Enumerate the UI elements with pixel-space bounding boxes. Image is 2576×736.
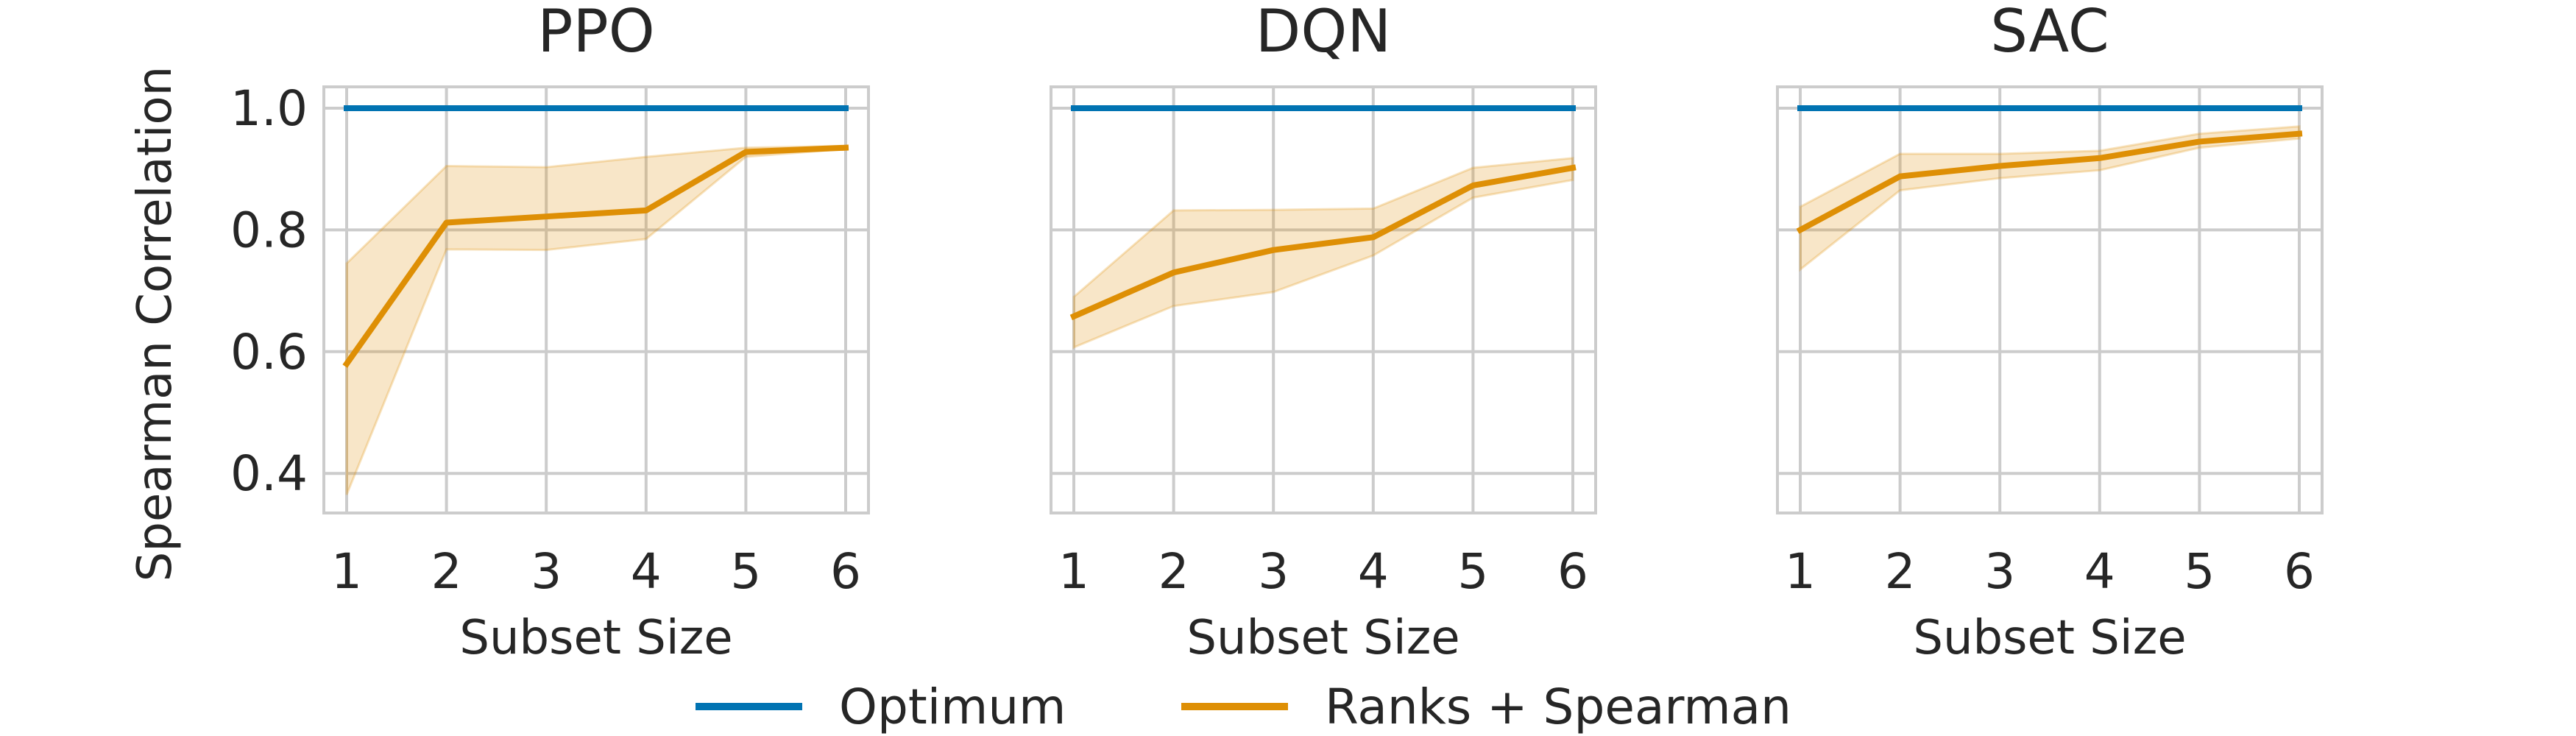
x-tick-label: 1 [1058, 543, 1089, 600]
x-tick-label: 5 [2184, 543, 2215, 600]
x-tick-label: 1 [331, 543, 362, 600]
x-tick-label: 3 [531, 543, 562, 600]
ranks-confidence-band [1799, 125, 2301, 272]
panel-title: DQN [1256, 0, 1391, 66]
x-tick-label: 4 [631, 543, 662, 600]
x-axis-label: Subset Size [1913, 611, 2186, 665]
x-axis-label: Subset Size [1186, 611, 1459, 665]
x-tick-label: 1 [1785, 543, 1816, 600]
y-axis-label: Spearman Correlation [128, 66, 183, 581]
y-tick-label: 0.6 [230, 324, 308, 381]
panel-title: SAC [1990, 0, 2109, 66]
panel-dqn: 1 2 3 4 5 6 Subset Size DQN [1050, 0, 1597, 665]
x-tick-label: 4 [2084, 543, 2115, 600]
x-tick-label: 3 [1984, 543, 2015, 600]
x-tick-label: 2 [431, 543, 462, 600]
x-tick-label: 2 [1885, 543, 1916, 600]
x-tick-label: 6 [830, 543, 861, 600]
panel-sac: 1 2 3 4 5 6 Subset Size SAC [1776, 0, 2324, 665]
x-tick-label: 6 [1557, 543, 1588, 600]
plot-frame [1776, 85, 2324, 514]
legend: Optimum Ranks + Spearman [696, 679, 1791, 735]
y-tick-label: 1.0 [230, 80, 308, 137]
legend-label-ranks: Ranks + Spearman [1325, 679, 1791, 735]
x-tick-label: 5 [730, 543, 761, 600]
panel-ppo: 0.4 0.6 0.8 1.0 1 2 3 4 5 6 Subset Size PPO [230, 0, 870, 665]
x-tick-label: 4 [1358, 543, 1389, 600]
x-tick-label: 2 [1158, 543, 1189, 600]
y-tick-label: 0.8 [230, 202, 308, 258]
ranks-series-line [342, 144, 849, 368]
y-tick-label: 0.4 [230, 445, 308, 502]
panel-title: PPO [537, 0, 654, 66]
x-tick-label: 5 [1457, 543, 1488, 600]
legend-label-optimum: Optimum [839, 679, 1066, 735]
x-axis-label: Subset Size [459, 611, 732, 665]
plot-frame [322, 85, 870, 514]
x-tick-label: 6 [2284, 543, 2315, 600]
plot-frame [1050, 85, 1597, 514]
ranks-series-line [1796, 130, 2303, 234]
ranks-confidence-band [1072, 157, 1574, 350]
x-tick-label: 3 [1258, 543, 1289, 600]
ranks-confidence-band [345, 144, 847, 495]
ranks-series-line [1069, 164, 1577, 321]
